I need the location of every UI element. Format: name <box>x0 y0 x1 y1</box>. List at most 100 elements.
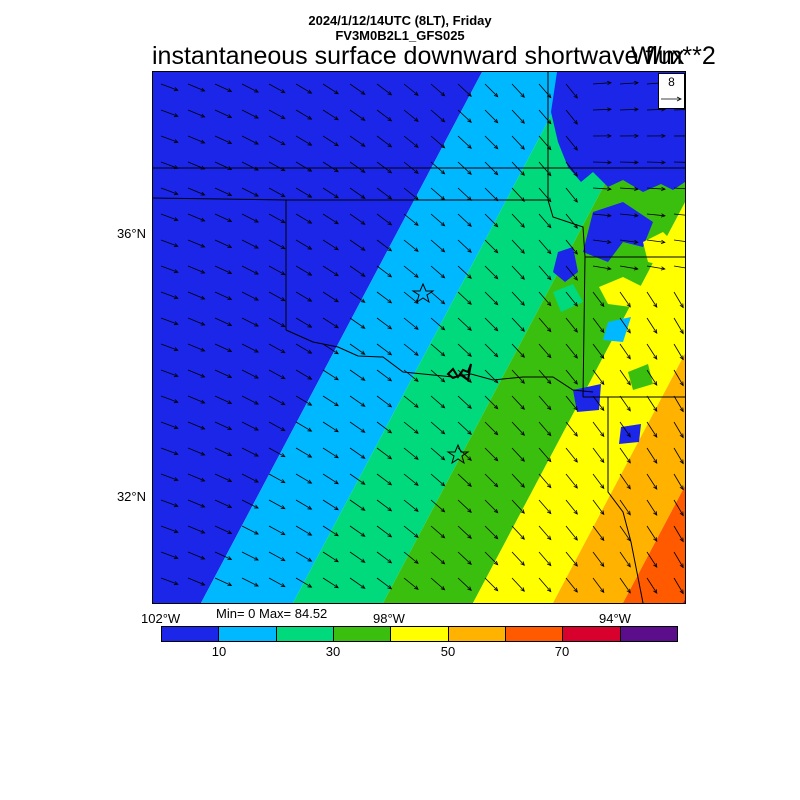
wind-vector-head <box>626 484 631 490</box>
wind-vector <box>511 213 525 228</box>
wind-vector <box>268 239 285 250</box>
wind-vector-head <box>493 144 499 150</box>
wind-vector-head <box>546 301 552 307</box>
wind-vector <box>430 187 445 201</box>
wind-vector-head <box>467 196 472 201</box>
wind-vector-head <box>360 376 366 381</box>
wind-vector-head <box>334 350 339 355</box>
wind-vector <box>214 239 232 248</box>
wind-vector-head <box>200 139 206 144</box>
wind-vector-head <box>573 94 578 99</box>
wind-vector-head <box>334 90 339 95</box>
wind-vector <box>484 239 498 253</box>
wind-vector-head <box>227 348 233 352</box>
wind-vector <box>349 525 366 537</box>
wind-vector-head <box>467 404 472 409</box>
wind-vector <box>538 83 552 98</box>
wind-vector <box>538 135 552 150</box>
flux-band-2 <box>293 72 664 603</box>
wind-vector-head <box>200 581 206 586</box>
wind-vector-head <box>307 349 313 354</box>
wind-vector-head <box>546 145 552 151</box>
wind-vector-head <box>573 172 578 177</box>
wind-vector <box>295 83 312 94</box>
wind-vector-head <box>414 325 419 330</box>
vector-reference-arrow <box>661 96 682 102</box>
wind-vector-head <box>626 354 631 360</box>
wind-vector-head <box>387 221 393 226</box>
wind-vector-head <box>254 530 259 535</box>
wind-vector-head <box>493 586 499 592</box>
wind-vector <box>295 369 312 380</box>
wind-vector <box>160 213 178 221</box>
wind-vector <box>430 213 445 227</box>
wind-vector <box>349 395 366 407</box>
wind-vector <box>349 317 366 329</box>
wind-vector-head <box>661 160 666 165</box>
wind-vector-head <box>334 220 339 225</box>
wind-vector-head <box>387 299 393 304</box>
model-name-label: FV3M0B2L1_GFS025 <box>335 28 465 43</box>
wind-vector <box>160 291 178 299</box>
wind-vector-head <box>626 380 631 386</box>
wind-vector <box>673 421 684 438</box>
wind-vector-head <box>679 407 684 413</box>
wind-vector <box>187 161 205 170</box>
wind-vector-head <box>467 118 472 123</box>
wind-vector <box>322 369 339 381</box>
wind-vector-head <box>387 325 393 330</box>
wind-vector <box>268 473 285 484</box>
wind-vector-head <box>546 405 552 411</box>
wind-vector <box>619 239 638 243</box>
wind-vector-head <box>200 113 206 118</box>
wind-vector <box>214 551 232 560</box>
wind-vector-head <box>467 222 472 227</box>
lon-label-94w: 94°W <box>599 611 631 626</box>
wind-vector <box>403 499 419 512</box>
wind-vector <box>646 551 658 568</box>
wind-vector <box>619 265 638 270</box>
wind-vector-head <box>254 322 259 327</box>
wind-vector-head <box>387 195 393 200</box>
wind-vector-head <box>653 329 658 334</box>
wind-vector-head <box>227 478 233 482</box>
wind-vector-head <box>520 249 525 254</box>
wind-vector <box>376 447 392 460</box>
wind-vector-head <box>173 165 179 170</box>
wind-vector <box>376 395 392 408</box>
wind-vector-head <box>173 113 179 118</box>
wind-vector <box>565 265 578 281</box>
wind-vector <box>268 551 285 562</box>
wind-vector <box>268 317 285 328</box>
wind-vector-head <box>546 93 552 99</box>
wind-vector-head <box>606 213 612 218</box>
wind-vector <box>592 187 612 190</box>
wind-vector <box>403 343 419 356</box>
wind-vector-head <box>546 223 552 229</box>
wind-vector-head <box>360 506 366 511</box>
wind-vector-head <box>173 529 179 534</box>
wind-vector-head <box>334 116 339 121</box>
wind-vector-head <box>660 266 666 271</box>
wind-vector <box>565 499 578 515</box>
wind-vector <box>457 343 472 357</box>
wind-vector-head <box>307 115 313 120</box>
wind-vector-head <box>254 582 259 587</box>
wind-vector <box>619 421 631 438</box>
wind-vector-head <box>600 380 605 386</box>
wind-vector-head <box>254 88 259 93</box>
flux-band-3 <box>383 72 685 603</box>
wind-vector-head <box>520 457 525 462</box>
wind-vector-head <box>600 458 605 464</box>
wind-vector-head <box>440 351 446 357</box>
wind-vector <box>295 499 312 510</box>
wind-vector-head <box>634 133 639 139</box>
wind-vector <box>187 109 205 118</box>
wind-vector-head <box>280 349 286 354</box>
wind-vector <box>214 421 232 430</box>
wind-vector-head <box>360 142 366 147</box>
wind-vector <box>565 473 578 489</box>
wind-vector <box>673 343 684 360</box>
wind-vector-head <box>493 430 499 436</box>
wind-vector-head <box>626 536 631 542</box>
